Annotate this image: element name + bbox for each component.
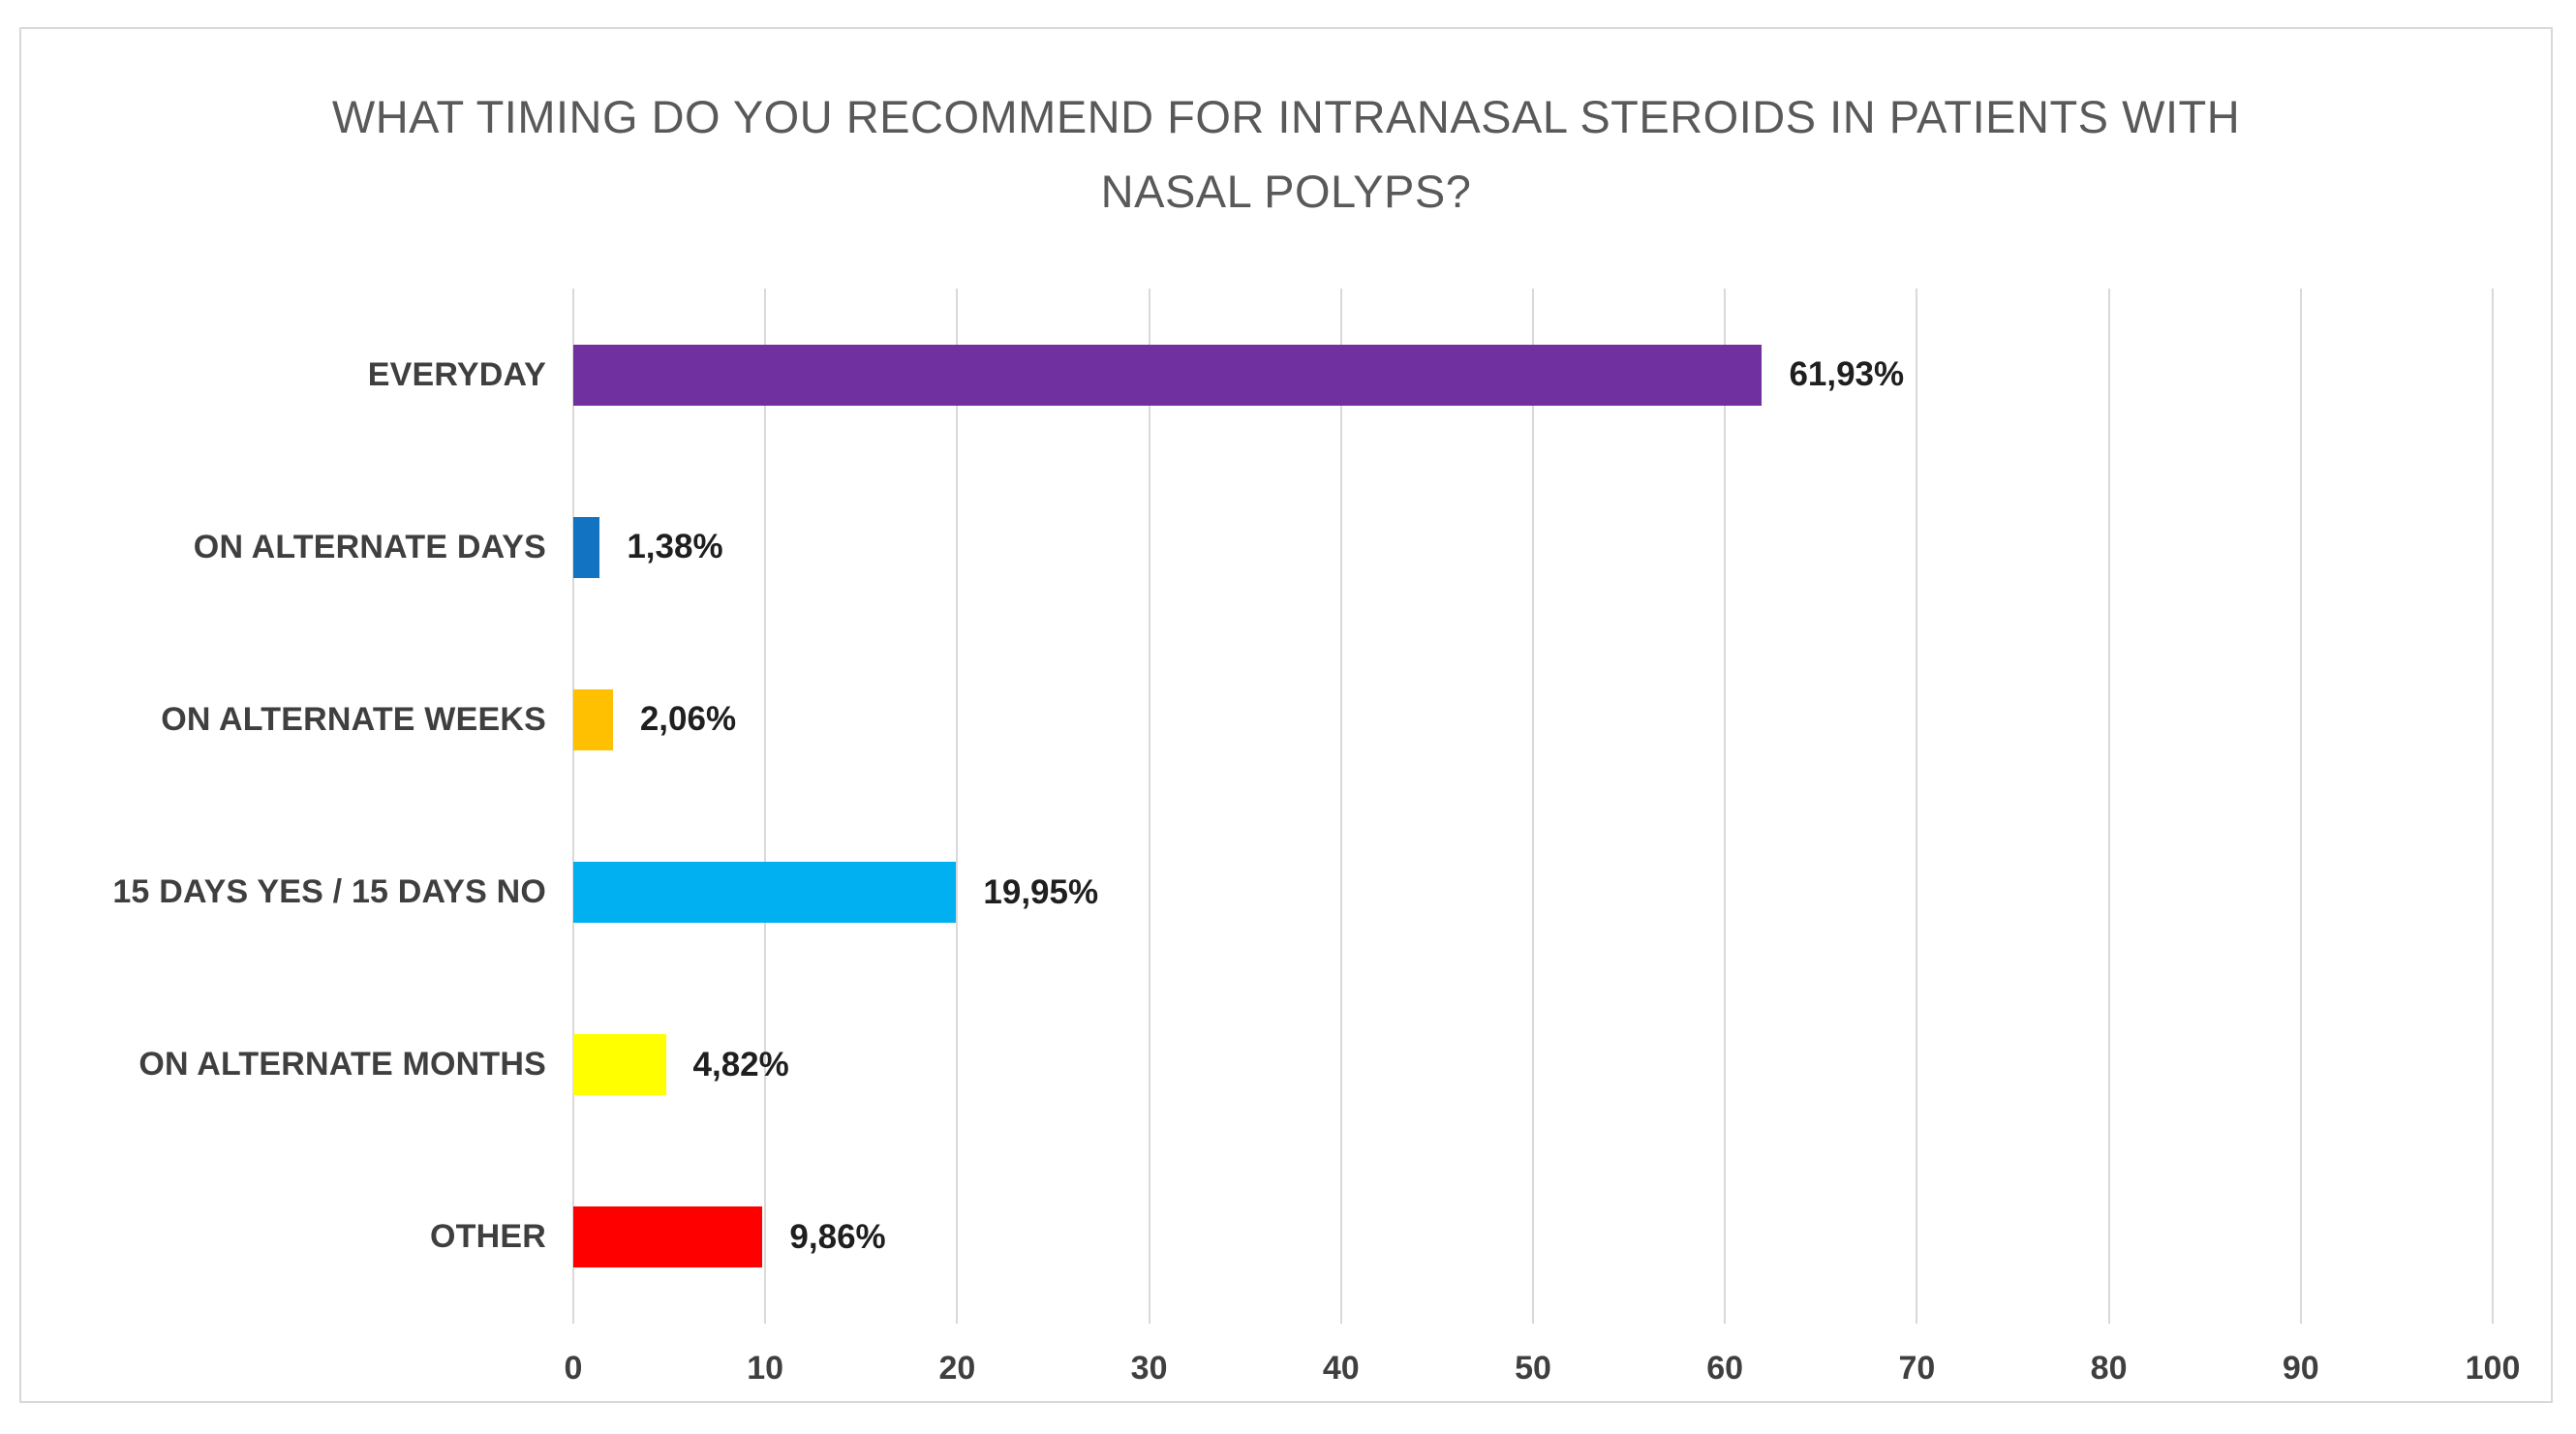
gridline-60 bbox=[1724, 289, 1727, 1324]
category-label: ON ALTERNATE MONTHS bbox=[138, 1046, 546, 1083]
x-tick-label: 90 bbox=[2282, 1350, 2319, 1387]
chart-frame: WHAT TIMING DO YOU RECOMMEND FOR INTRANA… bbox=[19, 27, 2553, 1403]
bar-row: ON ALTERNATE DAYS 1,38% bbox=[194, 461, 2493, 633]
chart-title: WHAT TIMING DO YOU RECOMMEND FOR INTRANA… bbox=[21, 79, 2551, 229]
gridline-90 bbox=[2299, 289, 2302, 1324]
x-tick-label: 10 bbox=[747, 1350, 784, 1387]
gridline-70 bbox=[1916, 289, 1918, 1324]
gridline-80 bbox=[2107, 289, 2110, 1324]
x-tick-label: 70 bbox=[1898, 1350, 1936, 1387]
gridline-100 bbox=[2492, 289, 2494, 1324]
value-label: 2,06% bbox=[639, 700, 737, 739]
value-label: 9,86% bbox=[789, 1217, 886, 1256]
category-label: EVERYDAY bbox=[367, 355, 546, 393]
gridline-10 bbox=[764, 289, 767, 1324]
value-label: 19,95% bbox=[983, 872, 1099, 911]
bar-row: EVERYDAY 61,93% bbox=[368, 289, 2493, 461]
bar bbox=[573, 516, 600, 578]
chart-title-line-1: WHAT TIMING DO YOU RECOMMEND FOR INTRANA… bbox=[331, 91, 2241, 142]
value-label: 61,93% bbox=[1789, 355, 1905, 394]
bar bbox=[573, 862, 957, 924]
x-tick-label: 30 bbox=[1130, 1350, 1168, 1387]
bar-row: 15 DAYS YES / 15 DAYS NO 19,95% bbox=[112, 807, 2493, 979]
x-tick-label: 40 bbox=[1322, 1350, 1360, 1387]
x-tick-label: 60 bbox=[1706, 1350, 1744, 1387]
gridline-50 bbox=[1532, 289, 1534, 1324]
value-label: 1,38% bbox=[627, 528, 723, 566]
bar bbox=[573, 1206, 763, 1268]
value-label: 4,82% bbox=[692, 1045, 789, 1083]
x-tick-label: 20 bbox=[938, 1350, 976, 1387]
category-label: OTHER bbox=[430, 1218, 546, 1256]
bar bbox=[573, 344, 1763, 406]
bar-row: ON ALTERNATE MONTHS 4,82% bbox=[138, 979, 2493, 1151]
gridline-30 bbox=[1148, 289, 1150, 1324]
plot-area: EVERYDAY 61,93% ON ALTERNATE DAYS 1,38% ON A… bbox=[112, 289, 2494, 1324]
bar-row: OTHER 9,86% bbox=[430, 1151, 2493, 1324]
x-axis: 0 10 20 30 40 50 60 70 80 90 100 bbox=[565, 1338, 2521, 1406]
gridline-0 bbox=[572, 289, 574, 1324]
category-label: ON ALTERNATE DAYS bbox=[193, 528, 546, 565]
category-label: 15 DAYS YES / 15 DAYS NO bbox=[112, 873, 546, 911]
x-tick-label: 80 bbox=[2090, 1350, 2128, 1387]
bar-row: ON ALTERNATE WEEKS 2,06% bbox=[161, 633, 2493, 806]
bar bbox=[573, 1034, 666, 1096]
gridline-20 bbox=[956, 289, 959, 1324]
x-tick-label: 100 bbox=[2465, 1350, 2521, 1387]
bar-rows: EVERYDAY 61,93% ON ALTERNATE DAYS 1,38% ON A… bbox=[112, 289, 2493, 1324]
bar bbox=[573, 688, 613, 750]
x-tick-label: 0 bbox=[564, 1350, 583, 1387]
x-tick-label: 50 bbox=[1515, 1350, 1551, 1387]
chart-title-line-2: NASAL POLYPS? bbox=[1100, 166, 1472, 217]
category-label: ON ALTERNATE WEEKS bbox=[161, 700, 546, 738]
gridline-40 bbox=[1339, 289, 1342, 1324]
